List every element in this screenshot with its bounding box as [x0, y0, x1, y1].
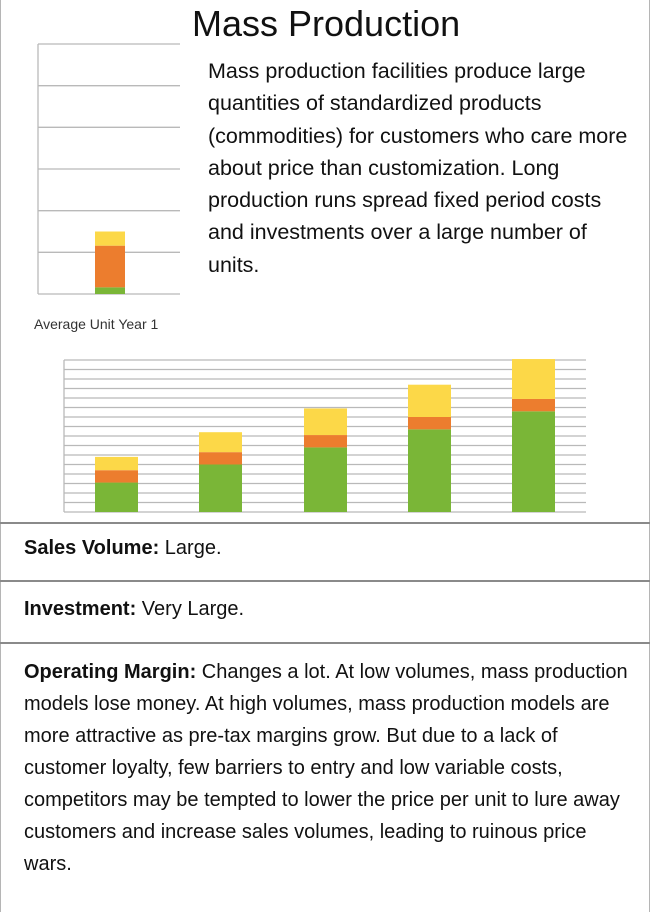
yellow-bar-segment	[408, 384, 451, 417]
investment-value: Very Large.	[136, 598, 245, 620]
operating-margin-section: Operating Margin: Changes a lot. At low …	[24, 656, 634, 880]
operating-margin-text: Changes a lot. At low volumes, mass prod…	[24, 661, 628, 875]
investment-label: Investment:	[24, 598, 137, 620]
green-bar-segment	[512, 411, 555, 512]
operating-margin-label: Operating Margin:	[24, 661, 197, 683]
orange-bar-segment	[408, 417, 451, 430]
orange-bar-segment	[95, 245, 125, 288]
section-divider	[0, 522, 650, 524]
green-bar-segment	[304, 447, 347, 512]
page-title: Mass Production	[192, 3, 461, 44]
yellow-bar-segment	[199, 432, 242, 453]
section-divider	[0, 580, 650, 582]
volume-chart	[63, 359, 586, 513]
section-divider	[0, 642, 650, 644]
left-border	[0, 0, 1, 912]
investment-section: Investment: Very Large.	[24, 593, 244, 625]
sales-volume-label: Sales Volume:	[24, 537, 160, 559]
intro-paragraph: Mass production facilities produce large…	[208, 59, 628, 277]
sales-volume-value: Large.	[159, 537, 222, 559]
chart-caption: Average Unit Year 1	[34, 316, 159, 332]
green-bar-segment	[408, 429, 451, 512]
green-bar-segment	[95, 287, 125, 294]
green-bar-segment	[199, 464, 242, 512]
orange-bar-segment	[199, 452, 242, 465]
orange-bar-segment	[95, 470, 138, 483]
yellow-bar-segment	[512, 359, 555, 399]
sales-volume-section: Sales Volume: Large.	[24, 532, 222, 564]
orange-bar-segment	[304, 435, 347, 448]
green-bar-segment	[95, 482, 138, 512]
yellow-bar-segment	[95, 231, 125, 246]
average-unit-chart	[37, 43, 180, 295]
yellow-bar-segment	[304, 408, 347, 436]
yellow-bar-segment	[95, 456, 138, 471]
orange-bar-segment	[512, 398, 555, 412]
